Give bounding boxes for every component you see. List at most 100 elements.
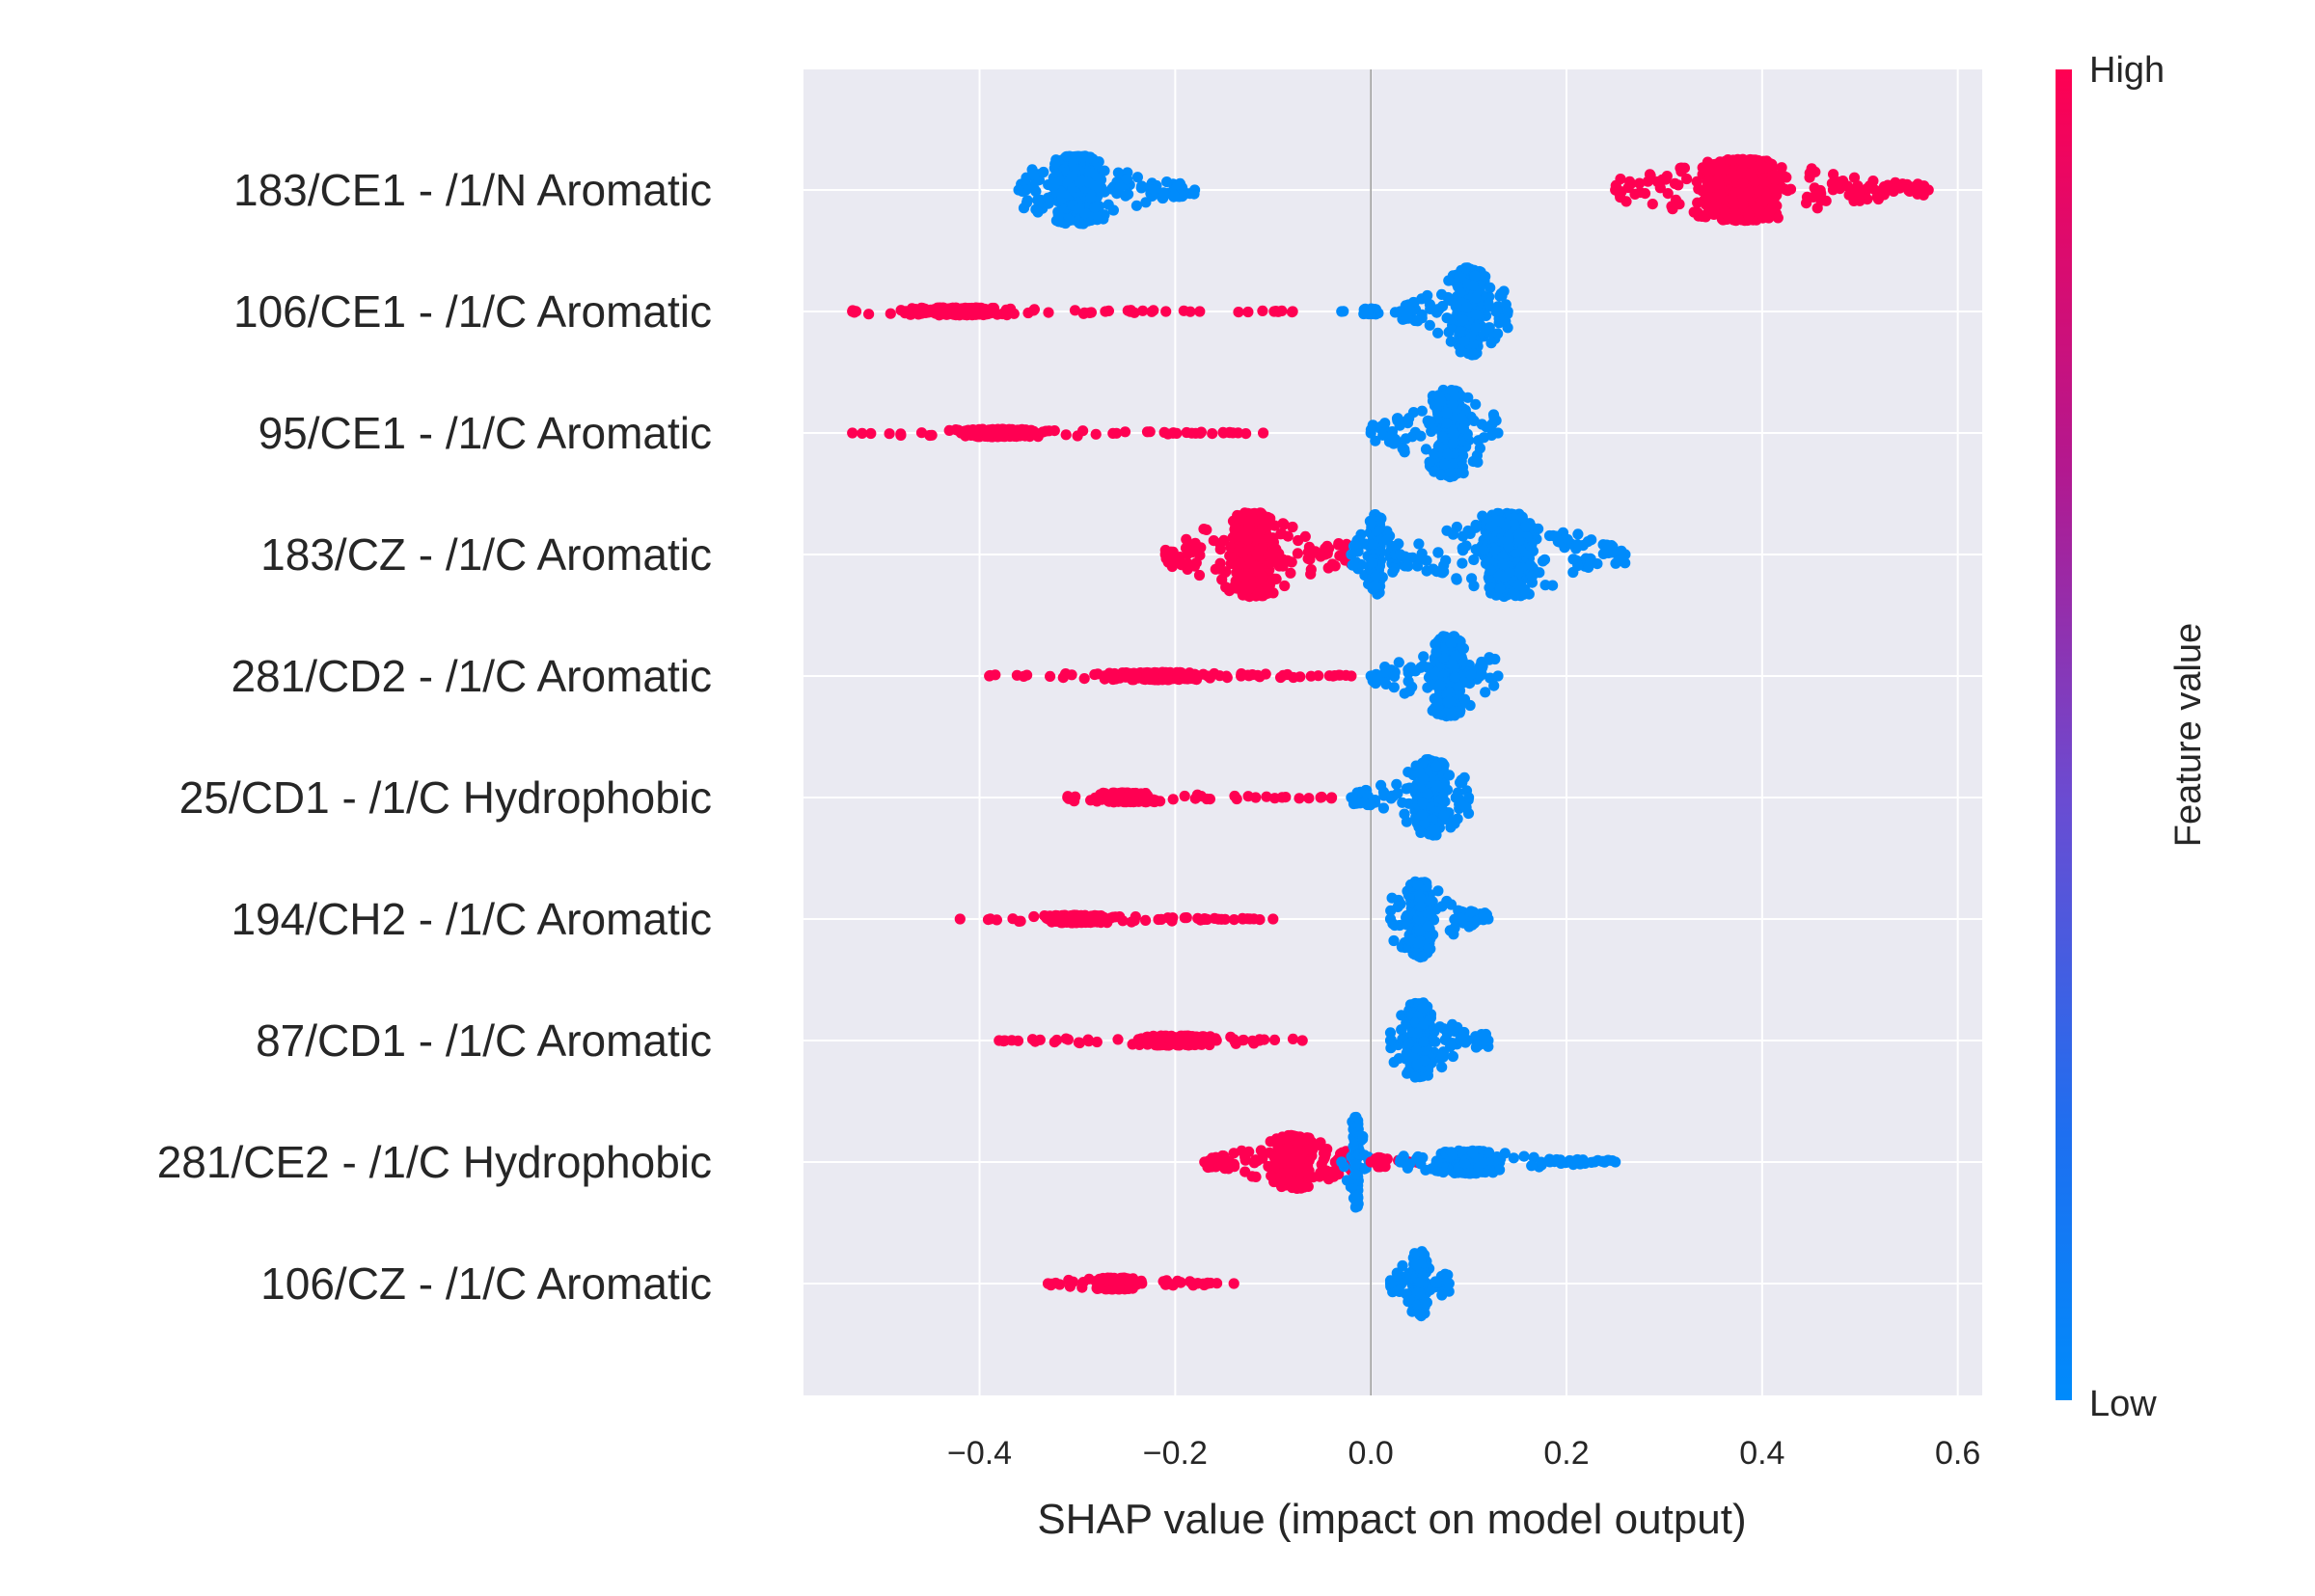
shap-point	[1457, 543, 1468, 554]
shap-point	[1179, 306, 1189, 316]
shap-point	[1492, 427, 1503, 438]
shap-point	[1382, 534, 1393, 545]
shap-point	[1479, 545, 1489, 555]
shap-point	[1379, 418, 1390, 428]
shap-point	[1099, 166, 1109, 176]
shap-point	[1028, 170, 1039, 180]
shap-point	[1277, 792, 1288, 802]
shap-point	[984, 670, 994, 681]
shap-point	[1130, 308, 1140, 318]
shap-point	[1161, 671, 1172, 682]
shap-point	[1242, 670, 1253, 681]
shap-point	[1276, 528, 1287, 539]
shap-point	[1517, 512, 1528, 523]
shap-point	[1130, 797, 1140, 807]
shap-point	[1048, 177, 1058, 188]
shap-point	[1061, 429, 1072, 440]
shap-point	[1405, 663, 1416, 673]
shap-point	[1186, 428, 1197, 439]
shap-point	[1458, 423, 1469, 434]
shap-point	[1436, 396, 1447, 407]
shap-point	[1463, 792, 1474, 802]
shap-point	[1258, 571, 1268, 582]
shap-point	[1064, 215, 1075, 226]
shap-point	[1764, 206, 1775, 217]
shap-point	[1190, 538, 1201, 549]
shap-point	[1330, 560, 1341, 571]
shap-point	[969, 308, 980, 318]
shap-point	[1077, 425, 1088, 436]
shap-point	[1471, 520, 1482, 530]
shap-point	[1480, 687, 1490, 697]
shap-point	[1194, 306, 1205, 316]
shap-point	[1468, 581, 1479, 591]
shap-point	[1448, 438, 1458, 448]
shap-point	[1757, 162, 1768, 173]
shap-point	[1233, 513, 1243, 524]
shap-point	[1610, 558, 1620, 569]
shap-point	[1681, 174, 1692, 184]
shap-point	[1053, 209, 1064, 220]
shap-point	[1437, 431, 1448, 442]
shap-point	[1539, 555, 1550, 565]
shap-point	[1923, 184, 1934, 195]
shap-point	[1079, 673, 1090, 684]
shap-point	[1648, 199, 1658, 209]
shap-point	[1446, 708, 1457, 718]
shap-point	[1077, 151, 1088, 162]
shap-point	[1007, 424, 1018, 435]
shap-point	[1392, 788, 1403, 798]
shap-point	[1471, 310, 1482, 320]
shap-point	[1461, 302, 1472, 312]
shap-point	[1103, 200, 1114, 210]
shap-point	[1038, 167, 1049, 177]
shap-point	[1321, 541, 1332, 552]
shap-point	[1220, 582, 1231, 592]
shap-point	[1268, 574, 1279, 584]
shap-point	[1412, 315, 1423, 326]
shap-point	[1303, 793, 1314, 803]
shap-point	[1472, 457, 1483, 468]
shap-point	[1389, 682, 1400, 692]
shap-point	[1232, 794, 1242, 804]
shap-point	[1484, 283, 1495, 293]
shap-point	[1259, 515, 1269, 526]
shap-point	[1114, 789, 1125, 799]
shap-point	[1404, 686, 1415, 696]
shap-point	[1454, 271, 1464, 282]
shap-point	[1236, 558, 1246, 569]
shap-point	[863, 309, 874, 319]
shap-point	[1457, 414, 1467, 424]
shap-point	[1270, 306, 1281, 316]
shap-point	[1418, 651, 1429, 662]
shap-point	[1346, 670, 1356, 681]
shap-point	[1293, 548, 1303, 558]
shap-point	[1572, 539, 1583, 550]
shap-point	[1744, 187, 1755, 198]
shap-point	[1183, 549, 1193, 559]
shap-point	[1326, 792, 1337, 802]
shap-point	[1431, 696, 1442, 707]
shap-point	[1366, 427, 1376, 438]
shap-point	[1363, 305, 1374, 315]
shap-point	[1375, 780, 1386, 791]
shap-point	[1079, 308, 1090, 318]
shap-point	[1218, 535, 1229, 546]
shap-point	[1504, 541, 1514, 552]
shap-point	[1667, 203, 1677, 214]
shap-point	[1455, 326, 1465, 337]
shap-point	[1335, 670, 1346, 681]
shap-point	[1480, 325, 1490, 336]
shap-point	[1468, 280, 1479, 290]
shap-point	[1100, 306, 1110, 316]
shap-point	[1567, 554, 1578, 564]
shap-point	[1399, 809, 1409, 820]
shap-point	[1480, 271, 1490, 282]
shap-point	[1395, 420, 1405, 431]
shap-point	[1738, 158, 1749, 169]
shap-point	[1620, 549, 1630, 559]
shap-point	[1236, 531, 1246, 542]
shap-point	[1171, 428, 1182, 439]
shap-point	[1444, 770, 1455, 780]
shap-point	[1513, 529, 1524, 540]
